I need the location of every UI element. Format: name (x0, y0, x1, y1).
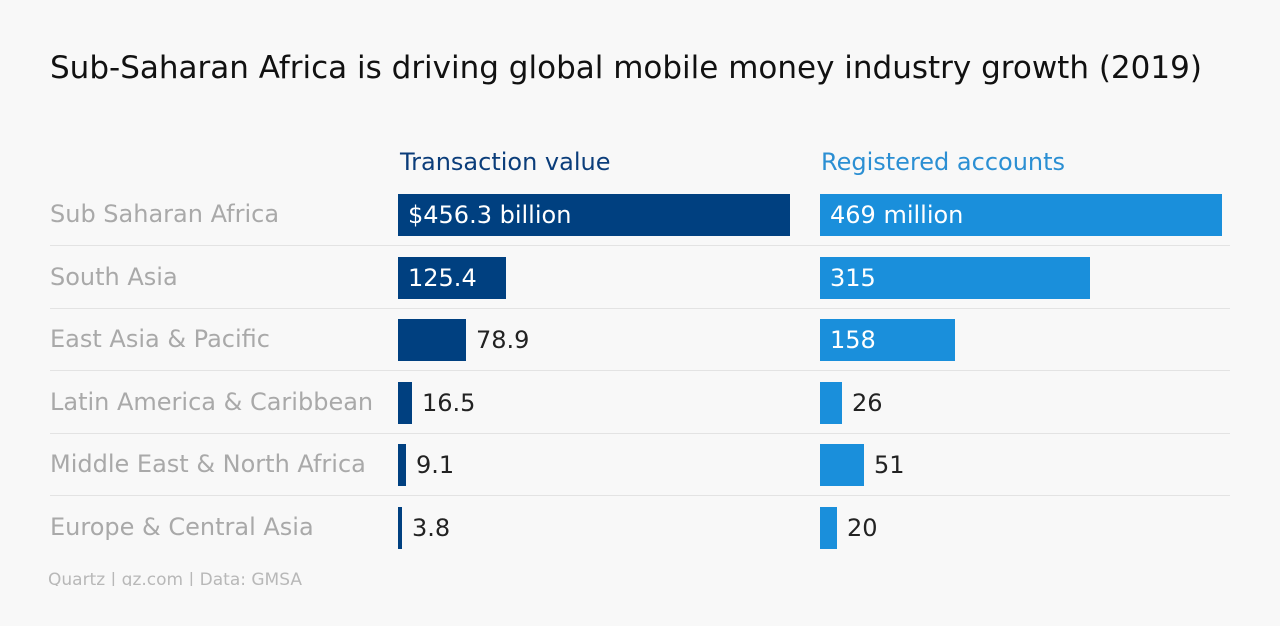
transaction-bar (398, 319, 466, 361)
accounts-bar (820, 506, 837, 549)
accounts-value-label: 469 million (830, 201, 964, 229)
accounts-value-label: 158 (830, 326, 876, 354)
transaction-bar (398, 194, 790, 236)
row-separator (50, 370, 1230, 371)
accounts-bar (820, 381, 842, 424)
accounts-value-label: 51 (874, 451, 905, 479)
transaction-value-label: 78.9 (476, 326, 530, 354)
row-label: Middle East & North Africa (50, 450, 366, 478)
row-label: East Asia & Pacific (50, 325, 270, 353)
accounts-bar (820, 319, 955, 361)
registered-accounts-header: Registered accounts (821, 148, 1066, 176)
transaction-value-label: 9.1 (416, 451, 455, 479)
row-label: Sub Saharan Africa (50, 200, 280, 228)
row-separator (50, 495, 1230, 496)
row-label: Europe & Central Asia (50, 512, 314, 541)
transaction-bar (398, 444, 406, 486)
accounts-value-label: 26 (852, 388, 883, 417)
accounts-bar (820, 444, 864, 486)
row-separator (50, 432, 1230, 434)
row-separator (50, 307, 1230, 309)
chart-title: Sub-Saharan Africa is driving global mob… (50, 50, 1202, 86)
transaction-bar (398, 256, 506, 299)
transaction-value-header: Transaction value (400, 148, 611, 176)
accounts-bar (820, 194, 1222, 236)
source-credit: Quartz | qz.com | Data: GMSA (48, 570, 302, 586)
accounts-bar (820, 256, 1090, 299)
transaction-value-label: 125.4 (408, 263, 477, 292)
row-separator (50, 245, 1230, 246)
transaction-value-label: $456.3 billion (408, 201, 572, 229)
transaction-bar (398, 506, 402, 549)
row-label: Latin America & Caribbean (50, 387, 374, 416)
transaction-value-label: 3.8 (412, 513, 451, 542)
accounts-value-label: 20 (847, 513, 878, 542)
transaction-bar (398, 381, 412, 424)
transaction-value-label: 16.5 (422, 388, 476, 417)
accounts-value-label: 315 (830, 263, 876, 292)
row-label: South Asia (50, 262, 178, 291)
